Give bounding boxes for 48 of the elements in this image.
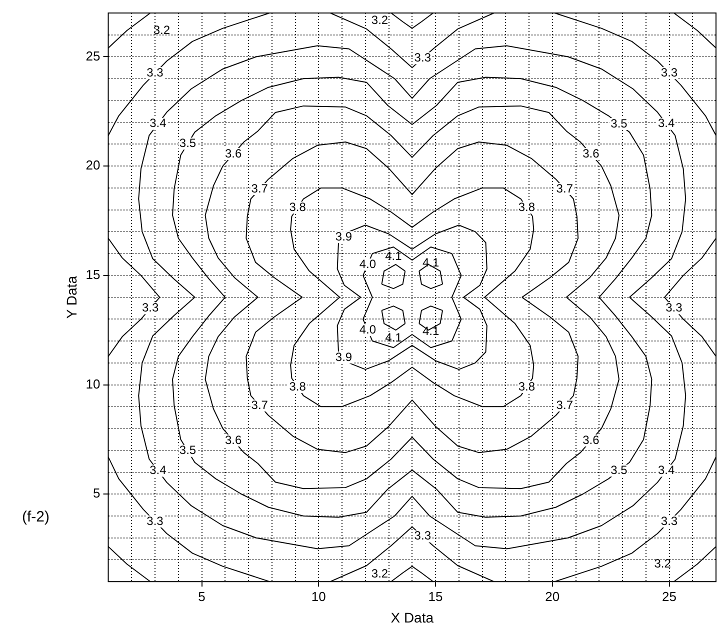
- x-tick-label: 25: [662, 588, 676, 604]
- text: 3.3: [414, 50, 431, 65]
- y-axis-title: Y Data: [63, 276, 80, 319]
- series-label: 3.6: [582, 146, 600, 160]
- text: 3.5: [179, 443, 196, 458]
- series-label: 3.3: [414, 528, 432, 543]
- text: 3.9: [335, 229, 352, 244]
- series-label: 3.7: [251, 398, 268, 412]
- text: 3.5: [610, 462, 628, 477]
- text: 3.8: [518, 379, 536, 394]
- x-tick-label: 15: [428, 588, 443, 604]
- text: (f-2): [22, 508, 50, 526]
- text: 3.3: [660, 514, 678, 528]
- series-label: 3.4: [658, 116, 675, 130]
- text: 3.7: [556, 398, 573, 412]
- y-tick-label: 10: [86, 376, 100, 392]
- x-tick-label: 20: [545, 588, 560, 604]
- text: 3.5: [179, 136, 196, 150]
- text: 4.0: [359, 256, 376, 271]
- text: 3.2: [153, 22, 170, 37]
- text: 3.3: [666, 300, 682, 315]
- y-tick-label: 5: [93, 486, 100, 501]
- y-tick-label: 20: [86, 158, 100, 173]
- text: 3.7: [556, 181, 573, 196]
- text: 3.6: [582, 432, 600, 447]
- series-label: 4.0: [359, 322, 376, 336]
- y-tick-label: 15: [86, 267, 100, 282]
- text: 3.3: [146, 65, 164, 80]
- series-label: 3.8: [518, 200, 536, 214]
- text: 3.4: [658, 463, 675, 478]
- series-label: 3.2: [371, 12, 388, 27]
- text: 3.7: [251, 181, 268, 196]
- text: 3.6: [224, 432, 242, 447]
- text: 3.4: [150, 116, 166, 130]
- text: 3.2: [371, 566, 388, 580]
- x-axis-title: X Data: [390, 609, 434, 626]
- text: 3.3: [660, 65, 678, 80]
- text: 3.3: [142, 300, 159, 315]
- y-tick-label: 25: [86, 48, 100, 64]
- text: 3.8: [289, 200, 306, 214]
- x-tick-label: 5: [198, 588, 206, 604]
- text: 3.3: [146, 514, 164, 528]
- text: 3.4: [150, 463, 166, 478]
- text: 3.6: [224, 146, 242, 160]
- x-tick-label: 10: [311, 588, 326, 604]
- series-label: 3.9: [335, 350, 352, 364]
- series-label: 3.5: [610, 116, 628, 130]
- text: 3.8: [289, 379, 306, 394]
